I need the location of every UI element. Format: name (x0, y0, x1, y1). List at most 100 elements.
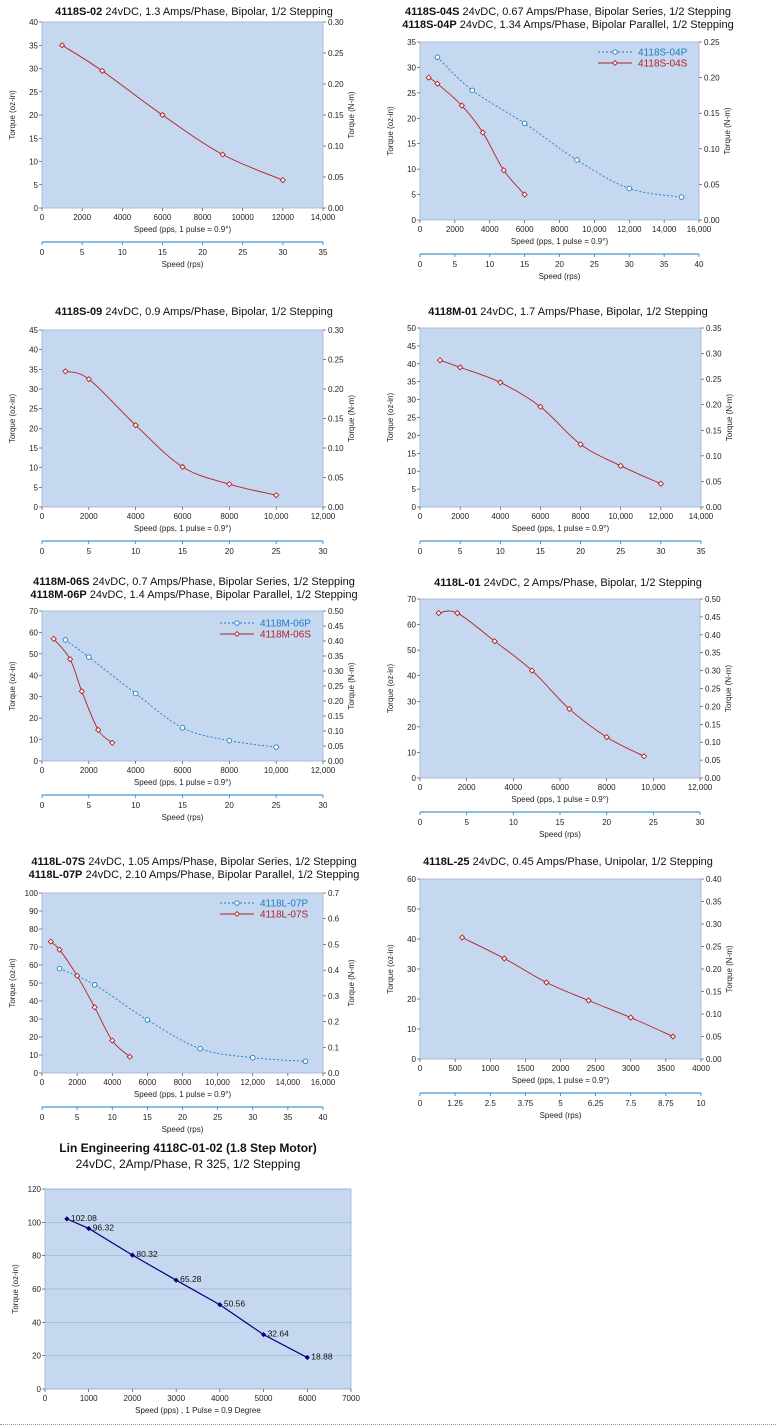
x-tick-label: 4000 (481, 225, 499, 234)
y-tick-label: 10 (29, 736, 38, 745)
rps-tick-label: 5 (75, 1113, 80, 1122)
y-tick-label: 20 (29, 1033, 38, 1042)
x-axis-label: Speed (pps, 1 pulse = 0.9°) (512, 524, 610, 533)
y2-tick-label: 0.3 (328, 992, 340, 1001)
chart-title-model: 4118M-06S (33, 576, 89, 588)
y-tick-label: 0 (412, 503, 417, 512)
rps-tick-label: 20 (576, 547, 585, 556)
rps-tick-label: 35 (319, 248, 328, 257)
rps-axis-label: Speed (rps) (539, 272, 581, 281)
data-point (678, 194, 685, 200)
y2-tick-label: 0.30 (328, 18, 344, 27)
x-tick-label: 14,000 (311, 213, 336, 222)
chart-title-model: 4118L-07P (29, 869, 83, 881)
y-tick-label: 10 (407, 467, 416, 476)
data-point (126, 1053, 133, 1060)
rps-tick-label: 10 (496, 547, 505, 556)
rps-axis-label: Speed (rps) (539, 830, 581, 839)
y-tick-label: 0 (412, 774, 417, 783)
data-point (577, 441, 584, 448)
data-point (500, 167, 507, 174)
data-point (457, 364, 464, 371)
x-tick-label: 4000 (113, 213, 131, 222)
x-tick-label: 12,000 (649, 512, 674, 521)
y-tick-label: 10 (29, 464, 38, 473)
data-point (459, 934, 466, 941)
x-tick-label: 12,000 (617, 225, 642, 234)
y2-tick-label: 0.25 (706, 943, 722, 952)
chart-title-model: 4118L-25 (423, 856, 469, 868)
y-tick-label: 40 (407, 360, 416, 369)
rps-tick-label: 30 (319, 801, 328, 810)
x-tick-label: 10,000 (641, 783, 666, 792)
rps-axis-label: Speed (rps) (162, 260, 204, 269)
rps-tick-label: 10 (697, 1099, 706, 1108)
y2-tick-label: 0.10 (328, 444, 344, 453)
chart-title-model: 4118L-01 (434, 577, 480, 589)
series-line (65, 639, 277, 748)
y-axis-label: Torque (oz-in) (8, 958, 17, 1008)
y2-tick-label: 0.15 (705, 720, 721, 729)
x-axis-label: Speed (pps, 1 pulse = 0.9°) (512, 1076, 610, 1085)
data-point (219, 151, 226, 158)
y-tick-label: 60 (29, 961, 38, 970)
y-tick-label: 30 (29, 1015, 38, 1024)
x-tick-label: 10,000 (264, 766, 289, 775)
y2-tick-label: 0.2 (328, 1018, 340, 1027)
x-tick-label: 4000 (211, 1394, 229, 1403)
rps-tick-label: 15 (520, 260, 529, 269)
x-tick-label: 12,000 (241, 1078, 266, 1087)
rps-tick-label: 10 (131, 547, 140, 556)
y2-tick-label: 0.05 (704, 180, 720, 189)
y2-tick-label: 0.05 (706, 1033, 722, 1042)
chart-title-specs: 24vDC, 1.3 Amps/Phase, Bipolar, 1/2 Step… (102, 6, 333, 18)
x-tick-label: 1000 (481, 1064, 499, 1073)
x-tick-label: 1500 (516, 1064, 534, 1073)
y2-tick-label: 0.45 (328, 622, 344, 631)
y2-tick-label: 0.05 (328, 474, 344, 483)
x-tick-label: 12,000 (311, 766, 336, 775)
x-axis-label: Speed (pps, 1 pulse = 0.9°) (511, 795, 609, 804)
x-tick-label: 8000 (220, 766, 238, 775)
data-point (91, 1004, 98, 1011)
chart-title: 4118S-04S 24vDC, 0.67 Amps/Phase, Bipola… (405, 6, 731, 18)
y-tick-label: 70 (29, 607, 38, 616)
x-tick-label: 2500 (587, 1064, 605, 1073)
x-axis-label: Speed (pps, 1 pulse = 0.9°) (134, 778, 232, 787)
y-tick-label: 30 (407, 63, 416, 72)
x-tick-label: 8000 (174, 1078, 192, 1087)
y2-axis-label: Torque (N-m) (725, 394, 734, 441)
rps-tick-label: 5 (87, 547, 92, 556)
x-tick-label: 0 (418, 225, 423, 234)
rps-axis-label: Speed (rps) (162, 1125, 204, 1134)
data-point (434, 54, 441, 61)
data-point (47, 938, 54, 945)
y-tick-label: 60 (32, 1285, 41, 1294)
data-point (521, 120, 528, 127)
data-point (109, 1037, 116, 1044)
chart-title-specs: 24vDC, 0.67 Amps/Phase, Bipolar Series, … (459, 6, 731, 18)
y-tick-label: 20 (29, 424, 38, 433)
x-tick-label: 4000 (692, 1064, 710, 1073)
y-tick-label: 120 (28, 1185, 42, 1194)
chart-title: 4118L-25 24vDC, 0.45 Amps/Phase, Unipola… (423, 856, 713, 868)
chart-title: 4118S-09 24vDC, 0.9 Amps/Phase, Bipolar,… (55, 306, 333, 318)
x-tick-label: 6000 (174, 766, 192, 775)
chart-4118s-04: 4118S-04S 24vDC, 0.67 Amps/Phase, Bipola… (386, 0, 776, 290)
x-tick-label: 3000 (167, 1394, 185, 1403)
x-tick-label: 4000 (504, 783, 522, 792)
data-point (132, 422, 139, 429)
data-label: 80.32 (136, 1249, 158, 1259)
x-tick-label: 4000 (491, 512, 509, 521)
chart-svg: Lin Engineering 4118C-01-02 (1.8 Step Mo… (11, 1141, 360, 1415)
chart-svg: 4118S-04S 24vDC, 0.67 Amps/Phase, Bipola… (386, 6, 734, 281)
rps-tick-label: 15 (556, 818, 565, 827)
x-tick-label: 6000 (516, 225, 534, 234)
chart-title-model: 4118S-09 (55, 306, 102, 318)
y2-tick-label: 0.20 (706, 965, 722, 974)
rps-tick-label: 30 (656, 547, 665, 556)
rps-tick-label: 5 (464, 818, 469, 827)
x-tick-label: 0 (418, 1064, 423, 1073)
rps-tick-label: 25 (590, 260, 599, 269)
data-point (197, 1045, 203, 1052)
